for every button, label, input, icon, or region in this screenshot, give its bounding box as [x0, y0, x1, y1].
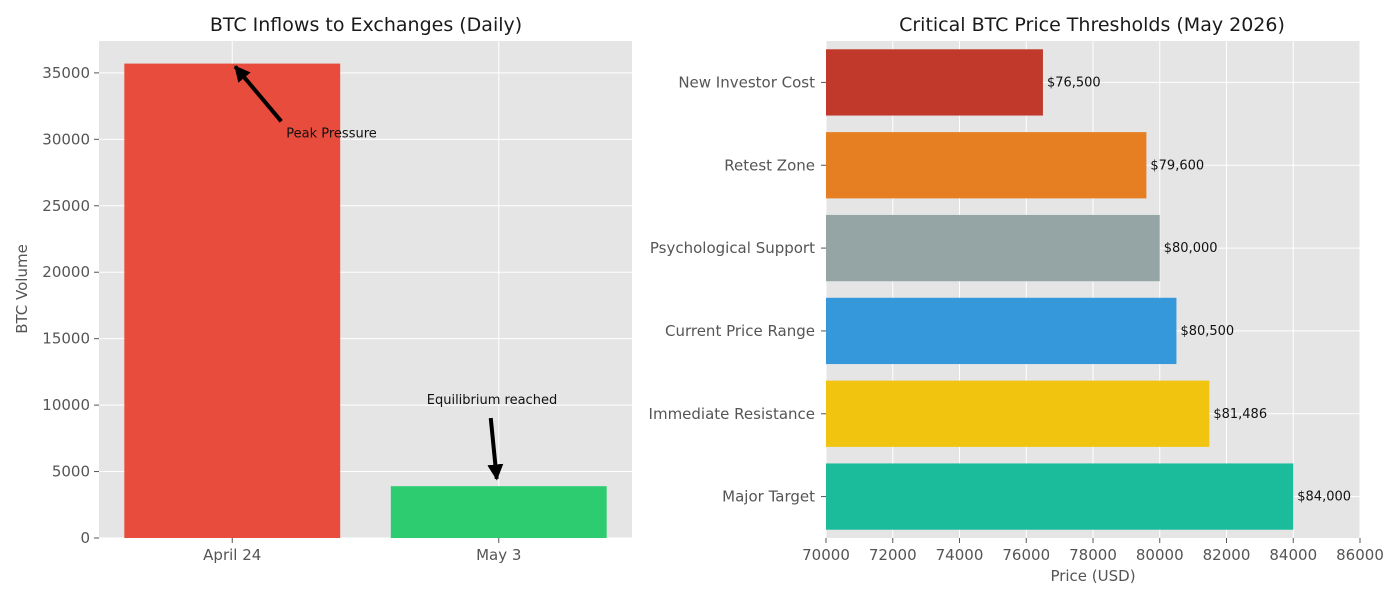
- threshold-value-label: $79,600: [1150, 158, 1204, 173]
- y-tick-label: Immediate Resistance: [649, 405, 815, 423]
- annotation-label: Peak Pressure: [286, 126, 377, 141]
- inflows-bars: [124, 63, 607, 538]
- x-tick-label: April 24: [203, 546, 261, 564]
- y-tick-label: Current Price Range: [665, 322, 815, 340]
- x-tick-label: 70000: [802, 546, 850, 564]
- inflows-chart-title: BTC Inflows to Exchanges (Daily): [210, 14, 522, 36]
- y-tick-label: Major Target: [722, 488, 815, 506]
- x-tick-label: 82000: [1203, 546, 1251, 564]
- x-tick-label: 80000: [1136, 546, 1184, 564]
- threshold-value-label: $80,000: [1164, 241, 1218, 256]
- y-tick-label: 35000: [42, 64, 90, 82]
- y-tick-label: 30000: [42, 130, 90, 148]
- thresholds-chart-title: Critical BTC Price Thresholds (May 2026): [899, 14, 1285, 36]
- thresholds-y-ticks: New Investor Cost Retest Zone Psychologica…: [649, 73, 826, 506]
- annotation-label: Equilibrium reached: [427, 393, 557, 408]
- y-tick-label: 5000: [52, 463, 90, 481]
- threshold-value-label: $81,486: [1213, 407, 1267, 422]
- threshold-bar: [826, 214, 1160, 282]
- annotation-arrow: [487, 417, 504, 481]
- y-tick-label: 10000: [42, 396, 90, 414]
- thresholds-x-ticks: 70000 72000 74000 76000 78000 80000 82000 84000…: [802, 538, 1384, 564]
- inflows-chart: BTC Inflows to Exchanges (Daily) 0 5000 10…: [13, 14, 632, 564]
- x-tick-label: 84000: [1269, 546, 1317, 564]
- inflows-y-axis-label: BTC Volume: [13, 244, 31, 334]
- x-tick-label: 78000: [1069, 546, 1117, 564]
- threshold-bar: [826, 380, 1210, 447]
- threshold-bar: [826, 297, 1177, 365]
- y-tick-label: 0: [80, 529, 90, 547]
- inflows-x-ticks: April 24 May 3: [203, 538, 521, 564]
- thresholds-x-axis-label: Price (USD): [1050, 567, 1135, 585]
- threshold-value-label: $80,500: [1180, 324, 1234, 339]
- inflow-bar: [390, 486, 607, 538]
- y-tick-label: 25000: [42, 197, 90, 215]
- threshold-bar: [826, 463, 1294, 530]
- x-tick-label: 72000: [869, 546, 917, 564]
- threshold-bar: [826, 132, 1147, 199]
- threshold-value-label: $84,000: [1297, 490, 1351, 505]
- threshold-bar: [826, 49, 1043, 116]
- x-tick-label: May 3: [476, 546, 521, 564]
- y-tick-label: New Investor Cost: [678, 73, 815, 91]
- x-tick-label: 74000: [936, 546, 984, 564]
- y-tick-label: 20000: [42, 263, 90, 281]
- y-tick-label: Retest Zone: [724, 156, 815, 174]
- x-tick-label: 76000: [1002, 546, 1050, 564]
- inflows-annotations: Peak Pressure Equilibrium reached: [233, 65, 557, 481]
- x-tick-label: 86000: [1336, 546, 1384, 564]
- thresholds-data-labels: $76,500 $79,600 $80,000 $80,500 $81,486 $84,0…: [1047, 75, 1351, 504]
- threshold-value-label: $76,500: [1047, 75, 1101, 90]
- annotation-arrow: [233, 65, 283, 123]
- y-tick-label: Psychological Support: [650, 239, 815, 257]
- inflow-bar: [124, 63, 341, 538]
- y-tick-label: 15000: [42, 330, 90, 348]
- thresholds-chart: Critical BTC Price Thresholds (May 2026)…: [649, 14, 1384, 585]
- inflows-y-ticks: 0 5000 10000 15000 20000 25000 30000 35000: [42, 64, 99, 547]
- thresholds-bars: [826, 49, 1294, 530]
